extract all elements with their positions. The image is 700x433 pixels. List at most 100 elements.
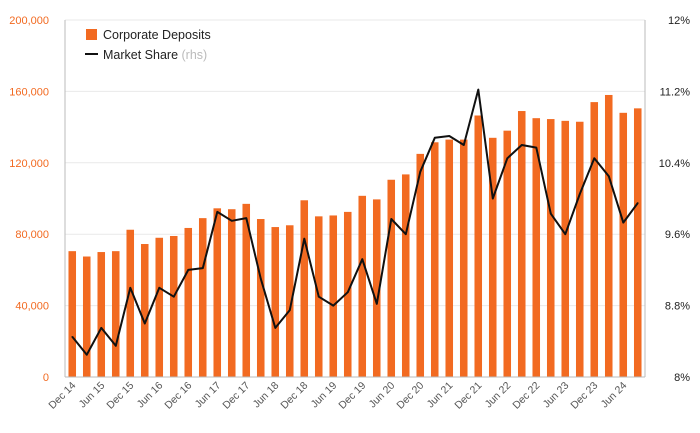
bar-corporate-deposits bbox=[604, 94, 613, 377]
point-market-share bbox=[216, 211, 219, 213]
point-market-share bbox=[129, 286, 132, 289]
point-market-share bbox=[114, 344, 117, 347]
legend-swatch-corporate-deposits bbox=[86, 29, 97, 40]
point-market-share bbox=[433, 137, 436, 139]
point-market-share bbox=[71, 336, 74, 338]
bar-corporate-deposits bbox=[126, 229, 135, 377]
point-market-share bbox=[85, 353, 88, 356]
right-axis-tick-labels: 8% 8.8% 9.6% 10.4% 11.2% 12% bbox=[659, 15, 690, 384]
left-axis-tick-label: 0 bbox=[43, 372, 49, 384]
point-market-share bbox=[172, 295, 175, 298]
left-axis-tick-label: 120,000 bbox=[9, 158, 49, 170]
legend: Corporate Deposits Market Share (rhs) bbox=[85, 28, 211, 62]
point-market-share bbox=[230, 220, 233, 222]
bar-corporate-deposits bbox=[416, 153, 425, 377]
bar-corporate-deposits bbox=[271, 227, 280, 377]
point-market-share bbox=[419, 170, 422, 173]
x-axis-tick-label: Dec 23 bbox=[568, 380, 600, 412]
bar-corporate-deposits bbox=[546, 119, 555, 377]
point-market-share bbox=[143, 322, 146, 325]
point-market-share bbox=[288, 309, 291, 311]
x-axis-tick-label: Dec 15 bbox=[104, 380, 136, 412]
point-market-share bbox=[158, 286, 161, 289]
point-market-share bbox=[303, 237, 306, 240]
x-axis-tick-label: Jun 20 bbox=[367, 380, 398, 411]
point-market-share bbox=[346, 291, 349, 294]
line-market-share bbox=[71, 88, 639, 356]
bar-corporate-deposits bbox=[343, 211, 352, 377]
point-market-share bbox=[390, 218, 393, 220]
bar-corporate-deposits bbox=[198, 218, 207, 377]
point-market-share bbox=[607, 175, 610, 177]
legend-label-market-share-name: Market Share bbox=[103, 48, 178, 62]
point-market-share bbox=[245, 217, 248, 219]
point-market-share bbox=[636, 202, 639, 204]
bar-corporate-deposits bbox=[619, 112, 628, 377]
point-market-share bbox=[549, 212, 552, 215]
bar-corporate-deposits bbox=[590, 102, 599, 378]
x-axis-tick-label: Dec 19 bbox=[336, 380, 368, 412]
right-axis-tick-label: 10.4% bbox=[659, 158, 690, 170]
left-axis-tick-label: 200,000 bbox=[9, 15, 49, 27]
point-market-share bbox=[317, 295, 320, 298]
point-market-share bbox=[448, 135, 451, 137]
x-axis-tick-label: Jun 16 bbox=[135, 380, 166, 411]
bar-corporate-deposits bbox=[372, 199, 381, 377]
bar-corporate-deposits bbox=[256, 219, 265, 377]
line-series-market-share bbox=[71, 88, 639, 356]
right-axis-tick-label: 11.2% bbox=[660, 86, 691, 98]
bar-corporate-deposits bbox=[503, 130, 512, 377]
bar-corporate-deposits bbox=[474, 115, 483, 377]
x-axis-tick-label: Dec 22 bbox=[510, 380, 542, 412]
right-axis-tick-label: 12% bbox=[668, 15, 690, 27]
point-market-share bbox=[593, 157, 596, 160]
x-axis-tick-label: Dec 20 bbox=[394, 380, 426, 412]
bar-corporate-deposits bbox=[82, 256, 91, 377]
left-axis-tick-labels: 0 40,000 80,000 120,000 160,000 200,000 bbox=[9, 15, 49, 384]
bar-corporate-deposits bbox=[184, 227, 193, 377]
bar-corporate-deposits bbox=[285, 225, 294, 377]
bar-corporate-deposits bbox=[459, 139, 468, 377]
bar-corporate-deposits bbox=[633, 108, 642, 378]
point-market-share bbox=[520, 144, 523, 146]
bar-corporate-deposits bbox=[532, 118, 541, 378]
point-market-share bbox=[187, 269, 190, 271]
point-market-share bbox=[491, 197, 494, 200]
point-market-share bbox=[375, 303, 378, 305]
bar-corporate-deposits bbox=[561, 120, 570, 377]
point-market-share bbox=[404, 233, 407, 235]
point-market-share bbox=[100, 327, 103, 329]
x-axis-tick-label: Jun 17 bbox=[193, 380, 224, 411]
bar-corporate-deposits bbox=[488, 137, 497, 377]
gridlines bbox=[65, 19, 645, 307]
point-market-share bbox=[535, 146, 538, 149]
bar-corporate-deposits bbox=[155, 237, 164, 377]
x-axis-tick-label: Dec 14 bbox=[46, 380, 78, 412]
bar-corporate-deposits bbox=[227, 209, 236, 377]
x-axis-tick-label: Dec 17 bbox=[220, 380, 252, 412]
bar-corporate-deposits bbox=[140, 244, 149, 377]
x-axis-tick-label: Jun 24 bbox=[599, 380, 630, 411]
right-axis-tick-label: 9.6% bbox=[665, 229, 690, 241]
bar-corporate-deposits bbox=[401, 174, 410, 377]
legend-label-market-share: Market Share (rhs) bbox=[103, 48, 207, 62]
point-market-share bbox=[578, 193, 581, 195]
x-axis-tick-label: Dec 21 bbox=[452, 380, 484, 412]
bar-corporate-deposits bbox=[430, 142, 439, 377]
x-axis-tick-label: Dec 16 bbox=[162, 380, 194, 412]
point-market-share bbox=[462, 144, 465, 146]
point-market-share bbox=[332, 304, 335, 307]
bar-corporate-deposits bbox=[329, 215, 338, 377]
x-axis-tick-label: Jun 23 bbox=[541, 380, 572, 411]
left-axis-tick-label: 160,000 bbox=[9, 86, 49, 98]
point-market-share bbox=[506, 157, 509, 160]
bar-corporate-deposits bbox=[300, 200, 309, 377]
point-market-share bbox=[564, 233, 567, 235]
point-market-share bbox=[622, 221, 625, 224]
point-market-share bbox=[201, 267, 204, 269]
bar-corporate-deposits bbox=[575, 121, 584, 378]
bar-corporate-deposits bbox=[387, 179, 396, 377]
